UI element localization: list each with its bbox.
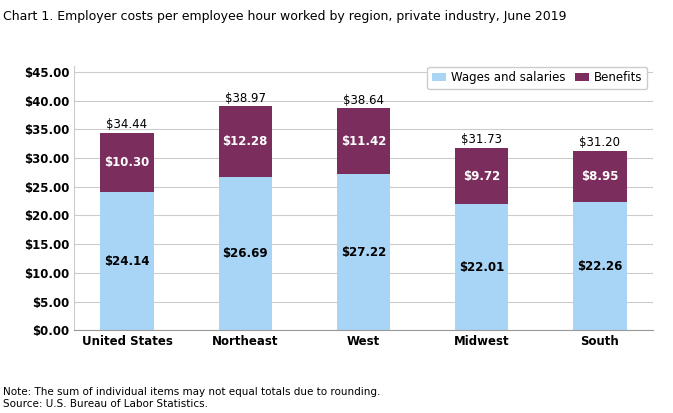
Text: $10.30: $10.30 [104,156,149,169]
Text: $24.14: $24.14 [104,254,149,268]
Text: $22.26: $22.26 [577,260,623,273]
Bar [219,107,272,177]
Text: $38.64: $38.64 [343,94,384,107]
Bar [219,177,272,330]
Bar [573,151,627,202]
Bar [100,133,153,192]
Text: $26.69: $26.69 [222,247,268,260]
Text: $27.22: $27.22 [341,246,386,259]
Text: $38.97: $38.97 [225,92,266,105]
Text: $31.20: $31.20 [579,136,621,150]
Bar [573,202,627,330]
Bar [455,204,508,330]
Bar [100,192,153,330]
Text: $22.01: $22.01 [459,261,504,274]
Bar [336,108,390,174]
Text: Chart 1. Employer costs per employee hour worked by region, private industry, Ju: Chart 1. Employer costs per employee hou… [3,10,567,23]
Text: $9.72: $9.72 [463,169,500,183]
Bar [455,148,508,204]
Text: $8.95: $8.95 [581,170,618,183]
Legend: Wages and salaries, Benefits: Wages and salaries, Benefits [427,66,647,89]
Text: $12.28: $12.28 [223,135,268,148]
Text: $11.42: $11.42 [341,135,386,148]
Text: Note: The sum of individual items may not equal totals due to rounding.
Source: : Note: The sum of individual items may no… [3,387,381,409]
Text: $31.73: $31.73 [461,133,502,146]
Text: $34.44: $34.44 [106,118,147,131]
Bar [336,174,390,330]
